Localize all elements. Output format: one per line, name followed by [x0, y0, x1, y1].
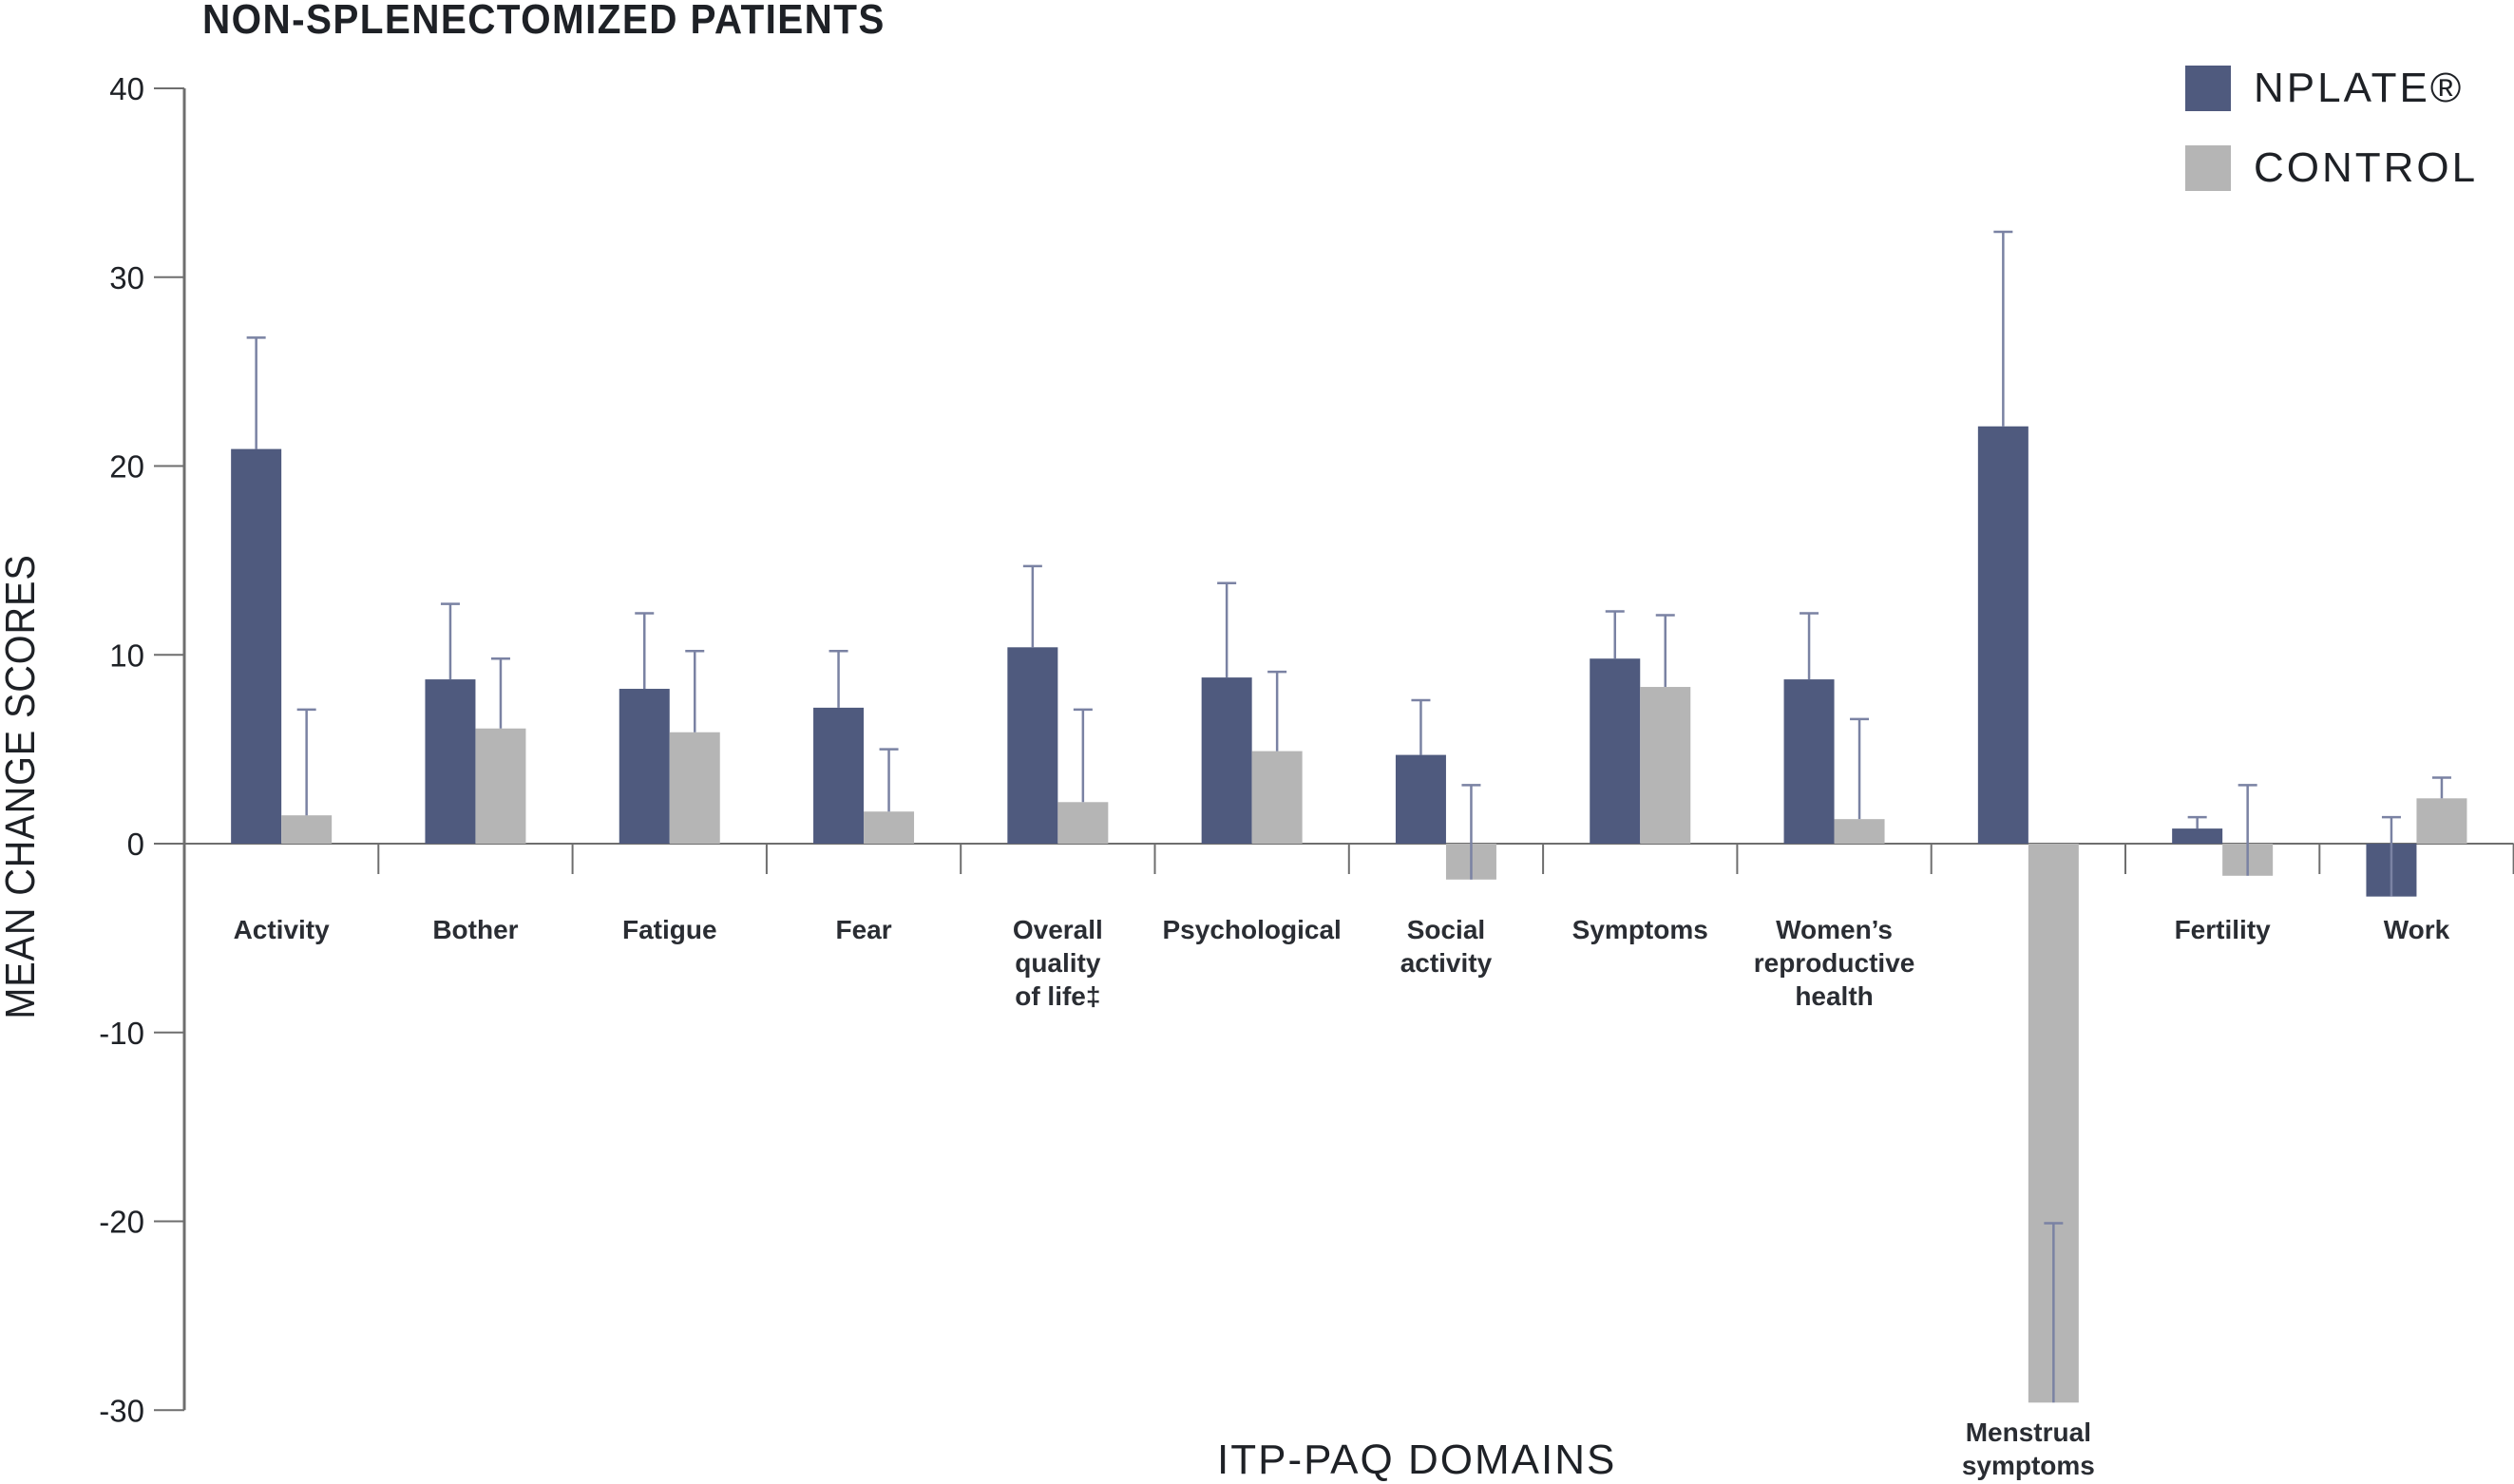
bar-nplate [1590, 658, 1641, 844]
y-tick-label: 10 [109, 637, 144, 673]
category-label: Bother [432, 915, 518, 944]
y-tick-label: -30 [99, 1393, 144, 1428]
bars [231, 230, 2467, 1403]
bar-control [1834, 819, 1885, 844]
category-label: Psychological [1163, 915, 1342, 944]
bar-control [1057, 802, 1109, 844]
category-label: Women’s [1776, 915, 1893, 944]
control-swatch-icon [2185, 145, 2231, 191]
bar-control [1640, 687, 1691, 844]
bar-nplate [1395, 754, 1446, 844]
chart-title: NON-SPLENECTOMIZED PATIENTS [202, 0, 886, 43]
category-label: Menstrual [1966, 1417, 2091, 1447]
bar-group [813, 650, 915, 844]
category-label: Activity [234, 915, 331, 944]
bar-nplate [619, 689, 670, 844]
legend-label-control: CONTROL [2254, 144, 2479, 191]
bar-group [231, 336, 333, 844]
y-tick-label: -10 [99, 1016, 144, 1051]
bar-control [669, 732, 720, 844]
x-axis-label: ITP-PAQ DOMAINS [1217, 1436, 1617, 1483]
axes: 40 30 20 10 0 -10 -20 -30 [99, 71, 2514, 1428]
bar-nplate [813, 707, 865, 844]
bar-nplate [1201, 677, 1252, 844]
legend-item-control: CONTROL [2185, 144, 2478, 192]
bar-control [864, 811, 915, 844]
bar-group [2366, 776, 2467, 897]
category-label: health [1795, 981, 1873, 1011]
bar-group [425, 602, 526, 844]
category-label: reproductive [1754, 948, 1915, 978]
bar-group [1977, 230, 2079, 1403]
bar-nplate [1977, 426, 2028, 844]
bar-control [2416, 798, 2467, 844]
bar-group [1590, 610, 1691, 844]
category-label: Social [1407, 915, 1485, 944]
y-tick-label: 0 [127, 827, 144, 862]
bar-nplate [1007, 647, 1058, 844]
category-label: Work [2384, 915, 2450, 944]
category-label: Symptoms [1572, 915, 1708, 944]
nplate-swatch-icon [2185, 66, 2231, 111]
bar-group [2172, 784, 2274, 876]
bar-nplate [231, 448, 282, 844]
bar-group [1007, 564, 1109, 844]
category-label: Fertility [2175, 915, 2272, 944]
y-tick-label: 30 [109, 260, 144, 295]
category-label: of life‡ [1015, 981, 1100, 1011]
legend-item-nplate: NPLATE® [2185, 65, 2478, 112]
legend: NPLATE® CONTROL [2185, 65, 2478, 224]
category-label: symptoms [1962, 1451, 2095, 1480]
bar-group [1201, 581, 1303, 844]
bar-group [1783, 612, 1885, 844]
category-label: Overall [1013, 915, 1103, 944]
category-label: activity [1400, 948, 1493, 978]
bar-nplate [425, 679, 476, 844]
bar-group [1395, 698, 1496, 880]
category-label: Fear [835, 915, 891, 944]
bar-control [281, 815, 333, 844]
y-tick-label: 20 [109, 449, 144, 485]
bar-nplate [1783, 679, 1835, 844]
y-tick-label: -20 [99, 1205, 144, 1240]
category-label: quality [1015, 948, 1101, 978]
bar-group [619, 612, 720, 844]
y-tick-label: 40 [109, 71, 144, 106]
legend-label-nplate: NPLATE® [2254, 65, 2465, 111]
bar-control [475, 728, 526, 844]
category-labels: Activity Bother Fatigue Fear Overall qualityo… [234, 915, 2450, 1480]
category-label: Fatigue [622, 915, 717, 944]
bar-nplate [2172, 828, 2223, 844]
bar-control [1251, 751, 1303, 844]
